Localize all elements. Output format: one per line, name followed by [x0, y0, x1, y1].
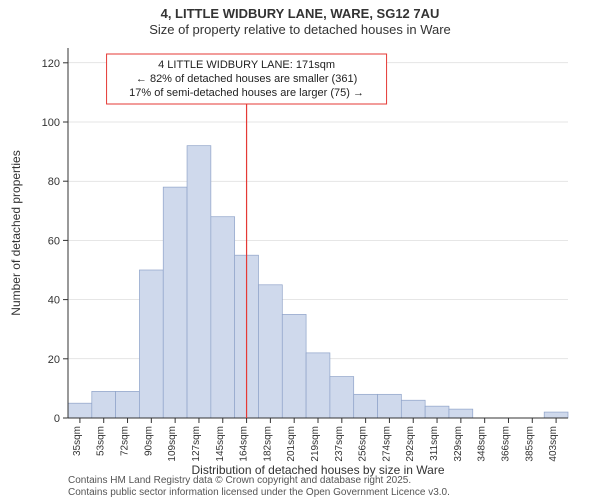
svg-text:127sqm: 127sqm: [191, 426, 202, 462]
svg-text:329sqm: 329sqm: [453, 426, 464, 462]
svg-text:90sqm: 90sqm: [143, 426, 154, 456]
svg-text:274sqm: 274sqm: [381, 426, 392, 462]
bar: [163, 187, 187, 418]
svg-text:348sqm: 348sqm: [477, 426, 488, 462]
annotation-line: ← 82% of detached houses are smaller (36…: [136, 73, 357, 85]
svg-text:385sqm: 385sqm: [524, 426, 535, 462]
chart-title-2: Size of property relative to detached ho…: [149, 22, 451, 37]
svg-text:237sqm: 237sqm: [334, 426, 345, 462]
bar: [116, 391, 140, 418]
chart-svg: 0 20 40 60 80 100 120 35sqm 53sqm 72sqm 90sqm 109sq…: [0, 0, 600, 500]
svg-text:100: 100: [42, 117, 60, 129]
svg-text:145sqm: 145sqm: [215, 426, 226, 462]
svg-text:40: 40: [48, 295, 60, 307]
svg-text:20: 20: [48, 354, 60, 366]
bar: [258, 285, 282, 418]
bar: [401, 400, 425, 418]
bar: [211, 217, 235, 418]
footnote-1: Contains HM Land Registry data © Crown c…: [68, 475, 411, 486]
svg-text:80: 80: [48, 176, 60, 188]
annotation-line: 4 LITTLE WIDBURY LANE: 171sqm: [158, 59, 335, 71]
footnote-2: Contains public sector information licen…: [68, 487, 450, 498]
svg-text:60: 60: [48, 235, 60, 247]
svg-text:201sqm: 201sqm: [286, 426, 297, 462]
svg-text:164sqm: 164sqm: [239, 426, 250, 462]
bar: [354, 394, 378, 418]
chart-title-1: 4, LITTLE WIDBURY LANE, WARE, SG12 7AU: [161, 6, 440, 21]
svg-text:53sqm: 53sqm: [96, 426, 107, 456]
bar: [187, 146, 211, 418]
bar: [282, 314, 306, 418]
svg-text:0: 0: [54, 413, 60, 425]
svg-text:292sqm: 292sqm: [405, 426, 416, 462]
svg-text:35sqm: 35sqm: [72, 426, 83, 456]
bar: [92, 391, 116, 418]
bar: [378, 394, 402, 418]
bar: [425, 406, 449, 418]
bar: [544, 412, 568, 418]
svg-text:311sqm: 311sqm: [429, 426, 440, 461]
bar: [139, 270, 163, 418]
svg-text:182sqm: 182sqm: [262, 426, 273, 462]
y-axis-label: Number of detached properties: [9, 150, 23, 315]
svg-text:120: 120: [42, 58, 60, 70]
svg-text:256sqm: 256sqm: [358, 426, 369, 462]
bar: [449, 409, 473, 418]
svg-text:366sqm: 366sqm: [500, 426, 511, 462]
annotation-line: 17% of semi-detached houses are larger (…: [129, 87, 364, 99]
bar: [306, 353, 330, 418]
histogram-chart: { "title_line1": "4, LITTLE WIDBURY LANE…: [0, 0, 600, 500]
bar: [330, 377, 354, 418]
svg-text:109sqm: 109sqm: [167, 426, 178, 462]
svg-text:403sqm: 403sqm: [548, 426, 559, 462]
bar: [68, 403, 92, 418]
svg-text:72sqm: 72sqm: [120, 426, 131, 456]
svg-text:219sqm: 219sqm: [310, 426, 321, 462]
